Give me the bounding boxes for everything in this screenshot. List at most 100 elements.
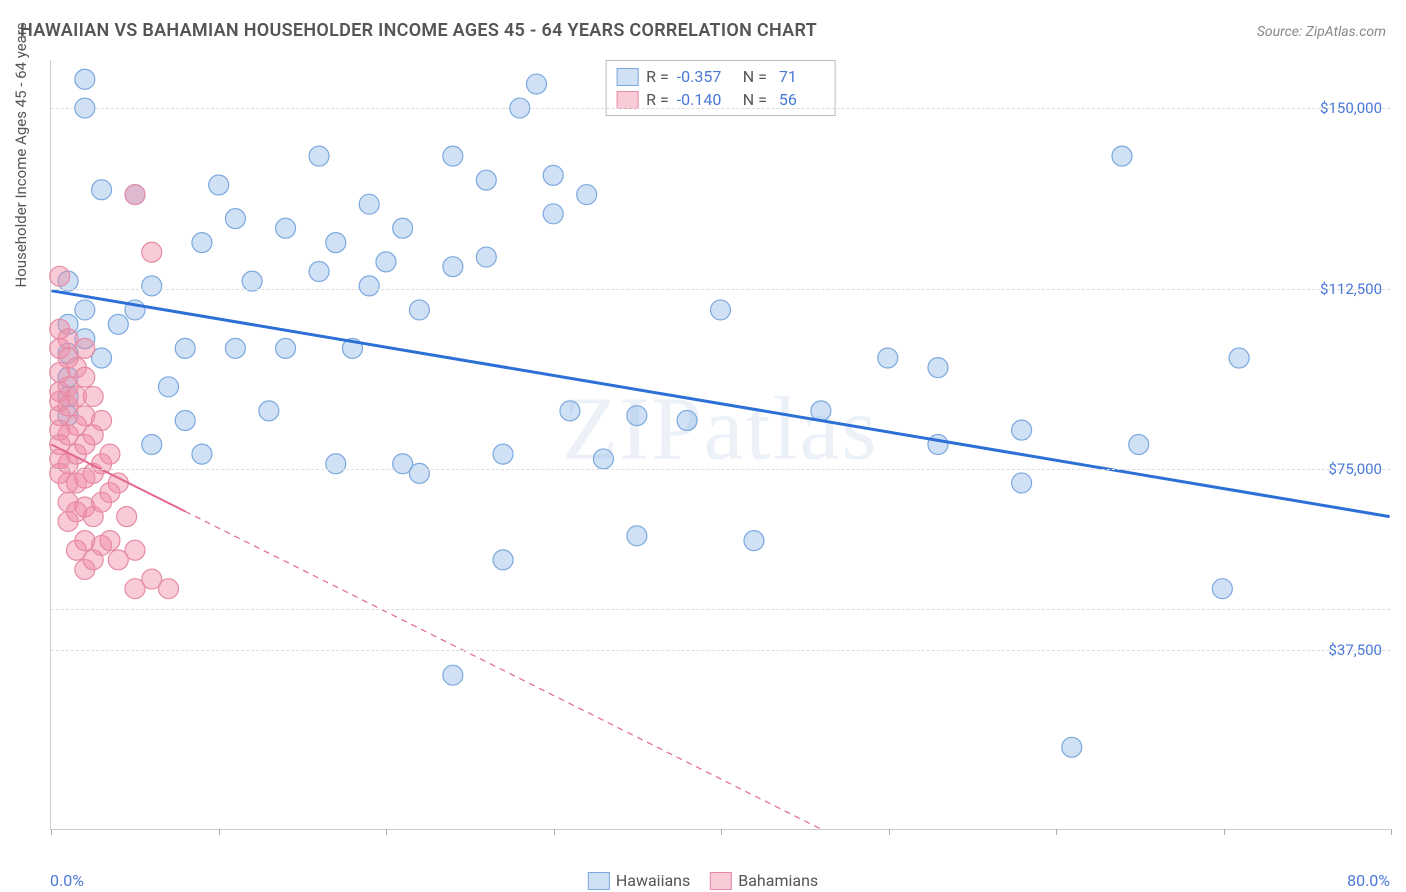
data-point	[928, 358, 948, 378]
data-point	[677, 410, 697, 430]
plot-svg	[51, 60, 1390, 829]
data-point	[100, 444, 120, 464]
source-label: Source: ZipAtlas.com	[1257, 24, 1386, 40]
data-point	[476, 170, 496, 190]
data-point	[1012, 420, 1032, 440]
x-tick	[554, 829, 555, 835]
data-point	[158, 377, 178, 397]
data-point	[326, 454, 346, 474]
legend-item: Bahamians	[710, 871, 818, 890]
data-point	[627, 526, 647, 546]
data-point	[443, 146, 463, 166]
data-point	[92, 410, 112, 430]
data-point	[75, 300, 95, 320]
x-tick	[386, 829, 387, 835]
data-point	[443, 257, 463, 277]
data-point	[1129, 435, 1149, 455]
data-point	[276, 218, 296, 238]
legend-swatch	[588, 872, 610, 890]
data-point	[175, 410, 195, 430]
scatter-plot-area: ZIPatlas R =-0.357 N = 71R =-0.140 N = 5…	[50, 60, 1390, 830]
data-point	[259, 401, 279, 421]
stat-r-label: R =	[646, 67, 669, 86]
data-point	[359, 276, 379, 296]
data-point	[409, 300, 429, 320]
x-axis-max-label: 80.0%	[1347, 871, 1390, 890]
y-tick-label: $75,000	[1328, 460, 1382, 478]
data-point	[359, 194, 379, 214]
trend-line	[51, 291, 1389, 517]
gridline-horizontal	[51, 108, 1390, 109]
data-point	[443, 665, 463, 685]
data-point	[158, 579, 178, 599]
legend-stat-row: R = -0.357 N = 71	[616, 65, 825, 88]
data-point	[1229, 348, 1249, 368]
data-point	[393, 218, 413, 238]
data-point	[493, 550, 513, 570]
data-point	[577, 185, 597, 205]
legend-series-name: Hawaiians	[616, 871, 690, 890]
x-tick	[219, 829, 220, 835]
data-point	[108, 473, 128, 493]
x-tick	[721, 829, 722, 835]
y-tick-label: $37,500	[1328, 641, 1382, 659]
legend-swatch	[616, 68, 638, 86]
x-tick	[1224, 829, 1225, 835]
legend-item: Hawaiians	[588, 871, 690, 890]
data-point	[100, 531, 120, 551]
stat-r-label: R =	[646, 90, 669, 109]
data-point	[376, 252, 396, 272]
legend-swatch	[710, 872, 732, 890]
data-point	[309, 146, 329, 166]
gridline-horizontal	[51, 289, 1390, 290]
data-point	[1062, 737, 1082, 757]
data-point	[92, 180, 112, 200]
data-point	[560, 401, 580, 421]
data-point	[192, 444, 212, 464]
data-point	[928, 435, 948, 455]
data-point	[50, 266, 70, 286]
data-point	[878, 348, 898, 368]
data-point	[811, 401, 831, 421]
data-point	[543, 165, 563, 185]
data-point	[409, 463, 429, 483]
x-tick	[1391, 829, 1392, 835]
data-point	[75, 367, 95, 387]
legend-series-name: Bahamians	[738, 871, 818, 890]
data-point	[1012, 473, 1032, 493]
x-tick	[1056, 829, 1057, 835]
data-point	[75, 338, 95, 358]
data-point	[142, 435, 162, 455]
stat-n-label: N =	[735, 67, 767, 86]
data-point	[142, 242, 162, 262]
y-tick-label: $112,500	[1320, 280, 1382, 298]
data-point	[476, 247, 496, 267]
stat-n-value: 56	[775, 90, 825, 109]
data-point	[142, 276, 162, 296]
x-tick	[51, 829, 52, 835]
y-tick-label: $150,000	[1320, 99, 1382, 117]
stat-n-label: N =	[735, 90, 767, 109]
data-point	[1212, 579, 1232, 599]
chart-title: HAWAIIAN VS BAHAMIAN HOUSEHOLDER INCOME …	[20, 20, 817, 41]
data-point	[225, 209, 245, 229]
data-point	[309, 261, 329, 281]
data-point	[75, 69, 95, 89]
data-point	[593, 449, 613, 469]
gridline-horizontal	[51, 650, 1390, 651]
legend-swatch	[616, 91, 638, 109]
data-point	[326, 233, 346, 253]
data-point	[117, 507, 137, 527]
data-point	[711, 300, 731, 320]
x-tick	[889, 829, 890, 835]
data-point	[1112, 146, 1132, 166]
data-point	[125, 185, 145, 205]
gridline-horizontal	[51, 469, 1390, 470]
stat-n-value: 71	[775, 67, 825, 86]
stat-r-value: -0.140	[677, 90, 727, 109]
data-point	[627, 406, 647, 426]
x-axis-min-label: 0.0%	[50, 871, 84, 890]
stat-r-value: -0.357	[677, 67, 727, 86]
legend-series-box: Hawaiians Bahamians	[588, 871, 818, 890]
data-point	[125, 540, 145, 560]
